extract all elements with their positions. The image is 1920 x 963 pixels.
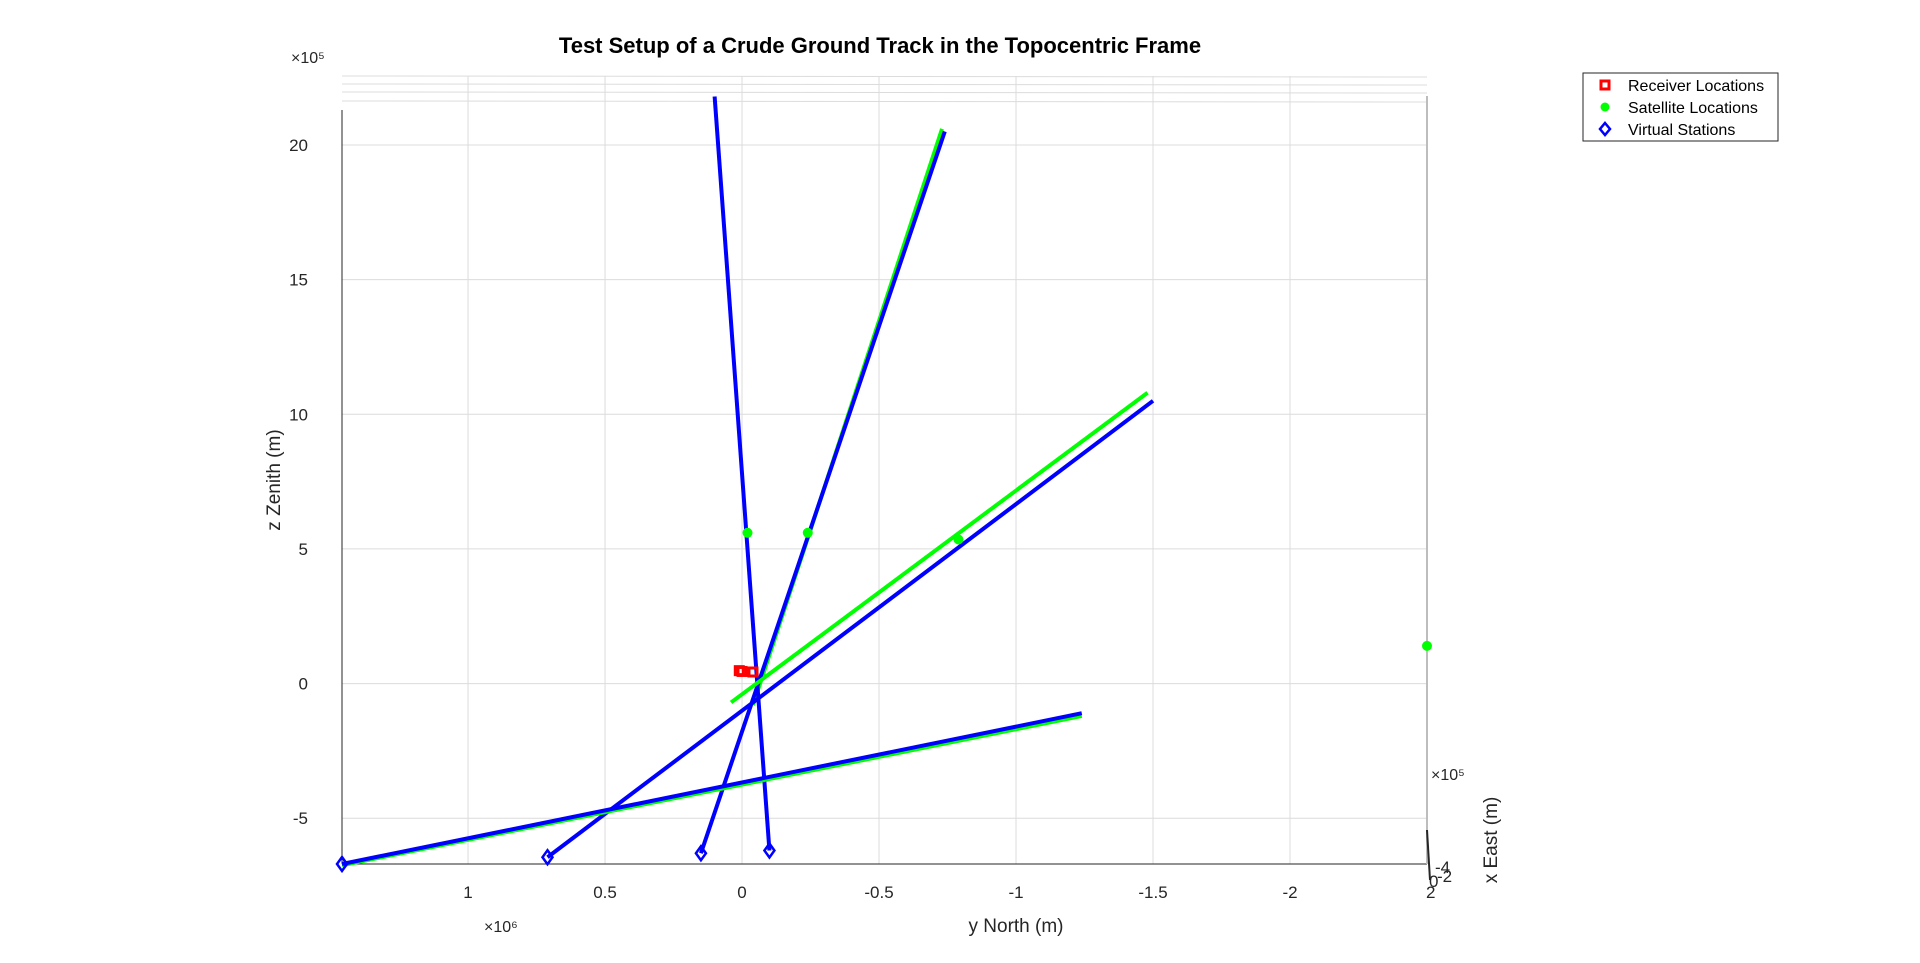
- y-tick-label-3: -0.5: [864, 883, 893, 902]
- z-tick-label-3: 10: [289, 405, 308, 424]
- legend-receiver-marker: [1599, 79, 1611, 91]
- legend-item-virtual: Virtual Stations: [1598, 121, 1735, 139]
- x-tick-label-3: 2: [1426, 883, 1435, 902]
- x-exponent-label: ×10⁵: [1431, 767, 1465, 784]
- ray-line-1: [699, 130, 947, 854]
- y-tick-label-5: -1.5: [1138, 883, 1167, 902]
- satellite-marker-0: [742, 527, 753, 538]
- y-tick-label-2: 0: [737, 883, 746, 902]
- y-exponent-label: ×10⁶: [484, 919, 518, 936]
- receiver-marker-1: [736, 665, 748, 677]
- legend: Receiver Locations Satellite Locations V…: [1582, 72, 1779, 142]
- z-tick-label-0: -5: [293, 809, 308, 828]
- x-tick-label-0: -4: [1435, 858, 1450, 877]
- ray-lines: [341, 96, 1155, 868]
- x-axis-label: x East (m): [1481, 797, 1502, 884]
- ray-line-3: [729, 391, 1149, 705]
- legend-satellite-label: Satellite Locations: [1628, 100, 1758, 117]
- z-axis-label: z Zenith (m): [264, 429, 285, 530]
- legend-satellite-marker: [1600, 102, 1610, 112]
- chart-title: Test Setup of a Crude Ground Track in th…: [559, 33, 1201, 58]
- y-tick-label-6: -2: [1282, 883, 1297, 902]
- x-tick-label-1: -2: [1437, 867, 1452, 886]
- virtual-marker-3: [762, 841, 776, 860]
- legend-virtual-label: Virtual Stations: [1628, 122, 1735, 139]
- virtual-marker-2: [694, 844, 708, 863]
- back-grid-line-2: [341, 91, 1428, 94]
- satellite-marker-3: [1422, 640, 1432, 651]
- x-axis-line: [1426, 829, 1431, 881]
- y-tick-label-0: 1: [463, 883, 472, 902]
- ray-line-6: [341, 711, 1083, 866]
- virtual-marker-0: [335, 854, 349, 874]
- x-tick-label-2: 0: [1429, 872, 1438, 891]
- back-grid-line-3: [341, 100, 1428, 103]
- z-tick-label-5: 20: [289, 136, 308, 155]
- legend-virtual-marker: [1598, 121, 1612, 137]
- receiver-marker-2: [747, 666, 759, 678]
- y-tick-label-4: -1: [1008, 883, 1023, 902]
- z-exponent-label: ×10⁵: [291, 50, 325, 67]
- ray-line-2: [712, 96, 772, 851]
- data-markers: [335, 527, 1432, 874]
- z-tick-label-4: 15: [289, 271, 308, 290]
- z-tick-label-1: 0: [299, 675, 308, 694]
- axes: [341, 96, 1431, 881]
- virtual-marker-1: [540, 848, 555, 867]
- legend-item-satellite: Satellite Locations: [1600, 100, 1758, 117]
- back-grid-line-1: [341, 83, 1428, 86]
- satellite-marker-2: [953, 534, 964, 545]
- y-tick-label-1: 0.5: [593, 883, 617, 902]
- legend-receiver-label: Receiver Locations: [1628, 78, 1764, 95]
- y-axis-label: y North (m): [969, 916, 1064, 937]
- ray-line-4: [546, 399, 1155, 859]
- satellite-marker-1: [802, 527, 813, 538]
- back-grid-line-0: [341, 75, 1428, 78]
- z-tick-label-2: 5: [299, 540, 308, 559]
- legend-item-receiver: Receiver Locations: [1599, 78, 1764, 95]
- legend-box: [1582, 72, 1779, 142]
- grid-lines: [341, 75, 1428, 864]
